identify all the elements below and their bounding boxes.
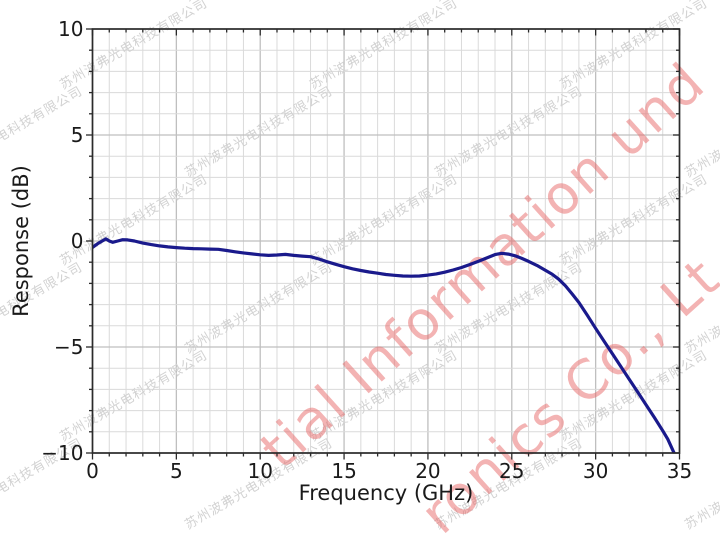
cn-watermark-tile: 苏州波弗光电科技有限公司 — [181, 0, 336, 5]
cn-watermark-tile: 苏州波弗光电科技有限公司 — [681, 0, 720, 5]
cn-watermark-tile: 苏州波弗光电科技有限公司 — [56, 169, 211, 269]
cn-watermark-tile: 苏州波弗光电科技有限公司 — [556, 169, 711, 269]
y-tick-label: −10 — [41, 441, 83, 465]
y-tick-label: −5 — [54, 335, 83, 359]
cn-watermark-tile: 苏州波弗光电科技有限公司 — [556, 345, 711, 445]
cn-watermark-tile: 苏州波弗光电科技有限公司 — [681, 257, 720, 357]
cn-watermark-layer: 苏州波弗光电科技有限公司苏州波弗光电科技有限公司苏州波弗光电科技有限公司苏州波弗… — [0, 0, 720, 510]
cn-watermark-tile: 苏州波弗光电科技有限公司 — [306, 0, 461, 93]
red-watermark-layer: tial Information und ronics Co., Lt — [0, 0, 720, 510]
y-tick-label: 10 — [58, 17, 83, 41]
x-tick-label: 10 — [247, 459, 272, 483]
x-tick-label: 15 — [331, 459, 356, 483]
cn-watermark-tile: 苏州波弗光电科技有限公司 — [431, 433, 586, 533]
grid-lines — [0, 0, 720, 510]
plot-grid-layer — [0, 0, 720, 510]
cn-watermark-tile: 苏州波弗光电科技有限公司 — [56, 345, 211, 445]
cn-watermark-tile: 苏州波弗光电科技有限公司 — [56, 0, 211, 93]
red-watermark-line-1: tial Information und — [252, 54, 715, 478]
x-tick-label: 5 — [170, 459, 183, 483]
cn-watermark-tile: 苏州波弗光电科技有限公司 — [0, 81, 86, 181]
x-tick-label: 20 — [415, 459, 440, 483]
response-curve — [93, 239, 676, 456]
cn-watermark-tile: 苏州波弗光电科技有限公司 — [681, 433, 720, 533]
axis-label-layer: Response (dB) Frequency (GHz) — [0, 0, 720, 510]
cn-watermark-tile: 苏州波弗光电科技有限公司 — [306, 169, 461, 269]
cn-watermark-tile: 苏州波弗光电科技有限公司 — [181, 433, 336, 533]
cn-watermark-tile: 苏州波弗光电科技有限公司 — [431, 81, 586, 181]
x-tick-label: 30 — [583, 459, 608, 483]
cn-watermark-tile: 苏州波弗光电科技有限公司 — [431, 0, 586, 5]
y-tick-label: 0 — [71, 229, 84, 253]
cn-watermark-tile: 苏州波弗光电科技有限公司 — [0, 257, 86, 357]
cn-watermark-tile: 苏州波弗光电科技有限公司 — [0, 433, 86, 533]
response-curve-plot: 0 5 10 15 20 25 30 35 −10 −5 0 5 10 — [0, 0, 720, 510]
x-tick-label: 0 — [86, 459, 99, 483]
y-tick-label: 5 — [71, 123, 84, 147]
cn-watermark-tile: 苏州波弗光电科技有限公司 — [306, 345, 461, 445]
chart-curve-layer: 0 5 10 15 20 25 30 35 −10 −5 0 5 10 — [0, 0, 720, 510]
cn-watermark-tile: 苏州波弗光电科技有限公司 — [181, 81, 336, 181]
figure-canvas: { "chart_data": { "type": "line", "title… — [0, 0, 720, 510]
x-tick-label: 25 — [499, 459, 524, 483]
y-axis-label: Response (dB) — [9, 165, 33, 317]
cn-watermark-tile: 苏州波弗光电科技有限公司 — [0, 0, 86, 5]
x-tick-label: 35 — [667, 459, 692, 483]
cn-watermark-tile: 苏州波弗光电科技有限公司 — [681, 81, 720, 181]
x-axis-label: Frequency (GHz) — [299, 481, 474, 505]
cn-watermark-tile: 苏州波弗光电科技有限公司 — [181, 257, 336, 357]
cn-watermark-tile: 苏州波弗光电科技有限公司 — [431, 257, 586, 357]
red-watermark-line-2: ronics Co., Lt — [412, 249, 720, 543]
cn-watermark-tile: 苏州波弗光电科技有限公司 — [556, 0, 711, 93]
